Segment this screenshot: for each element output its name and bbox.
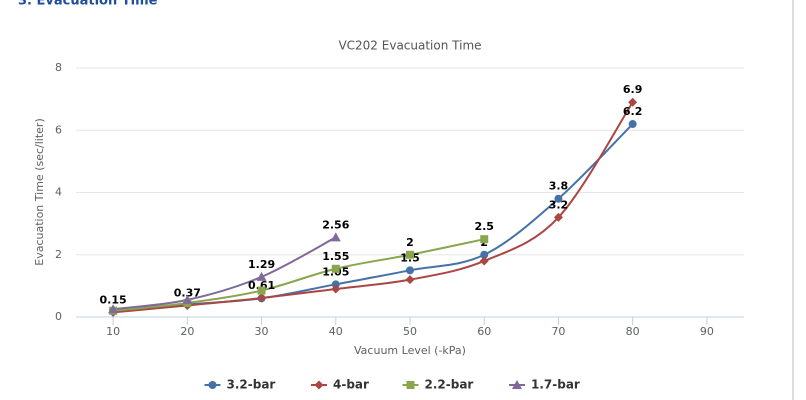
- legend-marker: [512, 380, 522, 389]
- data-label: 1.55: [322, 250, 349, 263]
- x-tick-label: 50: [403, 325, 417, 338]
- data-label: 3.2: [549, 198, 569, 211]
- x-tick-label: 20: [180, 325, 194, 338]
- data-label: 2.5: [474, 220, 494, 233]
- y-tick-label: 0: [55, 310, 62, 323]
- chart-title: VC202 Evacuation Time: [338, 39, 481, 53]
- x-tick-label: 40: [329, 325, 343, 338]
- data-point: [480, 235, 489, 244]
- data-point: [182, 294, 193, 304]
- data-point: [480, 250, 489, 259]
- data-label: 3.8: [549, 180, 569, 193]
- data-point: [257, 293, 267, 303]
- legend-label: 3.2-bar: [227, 378, 276, 392]
- data-label: 0.15: [100, 293, 127, 306]
- data-point: [257, 286, 266, 295]
- data-point: [554, 194, 563, 203]
- data-point: [406, 266, 414, 275]
- data-label: 0.37: [174, 286, 201, 299]
- x-tick-label: 70: [551, 325, 565, 338]
- y-tick-label: 2: [55, 248, 62, 261]
- data-label: 6.2: [623, 105, 643, 118]
- data-point: [405, 275, 415, 285]
- data-point: [628, 120, 637, 129]
- legend-label: 1.7-bar: [531, 378, 580, 392]
- legend-marker: [406, 381, 415, 389]
- data-label: 6.9: [623, 83, 643, 96]
- y-tick-label: 8: [55, 61, 62, 74]
- data-point: [406, 250, 414, 259]
- x-tick-label: 10: [106, 325, 120, 338]
- x-tick-label: 80: [626, 325, 640, 338]
- legend-marker: [314, 380, 324, 390]
- y-axis-label: Evacuation Time (sec/liter): [33, 118, 46, 266]
- data-point: [628, 97, 638, 107]
- legend-label: 2.2-bar: [425, 378, 474, 392]
- y-tick-label: 4: [55, 186, 62, 199]
- series-line: [112, 236, 337, 311]
- data-point: [479, 256, 489, 266]
- x-axis-label: Vacuum Level (-kPa): [354, 344, 466, 357]
- data-point: [331, 264, 340, 273]
- data-label: 0.61: [248, 279, 275, 292]
- data-point: [553, 212, 563, 222]
- section-header: 3. Evacuation Time: [18, 0, 158, 9]
- x-tick-label: 30: [255, 325, 269, 338]
- legend-label: 4-bar: [333, 378, 369, 392]
- x-tick-label: 60: [477, 325, 491, 338]
- x-tick-label: 90: [700, 325, 714, 338]
- data-label: 2: [406, 236, 414, 249]
- data-point: [330, 232, 341, 242]
- legend-marker: [208, 381, 217, 389]
- data-label: 1.29: [248, 258, 275, 271]
- series-line: [113, 238, 485, 312]
- data-label: 2.56: [322, 218, 349, 231]
- y-tick-label: 6: [55, 123, 62, 136]
- data-point: [331, 284, 341, 294]
- data-point: [331, 280, 340, 289]
- data-point: [256, 271, 267, 281]
- data-point: [108, 304, 119, 314]
